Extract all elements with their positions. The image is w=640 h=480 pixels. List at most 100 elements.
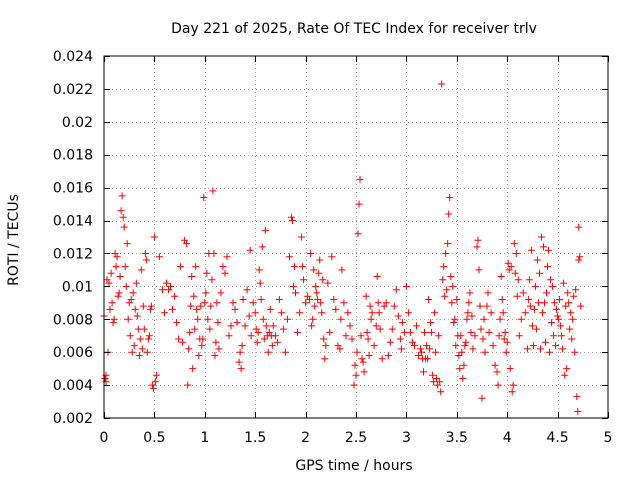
data-point — [357, 332, 365, 340]
data-point — [120, 223, 128, 231]
x-tick-label: 1 — [200, 430, 209, 446]
data-point — [511, 269, 519, 277]
data-point — [450, 319, 458, 327]
data-point — [338, 266, 346, 274]
data-point — [351, 361, 359, 369]
data-point — [406, 328, 414, 336]
data-point — [257, 296, 265, 303]
data-point — [116, 273, 124, 280]
y-tick-label: 0.018 — [53, 148, 93, 164]
data-point — [499, 309, 507, 317]
data-point — [237, 365, 245, 373]
data-point — [543, 289, 550, 297]
data-point — [513, 292, 521, 300]
data-point — [575, 256, 583, 264]
data-point — [530, 305, 538, 313]
data-point — [440, 263, 448, 271]
data-point — [298, 233, 306, 241]
data-point — [307, 250, 315, 257]
axis-ticks — [104, 56, 609, 419]
data-point — [275, 296, 283, 303]
data-point — [576, 253, 584, 261]
data-point — [485, 328, 493, 336]
data-point — [521, 309, 529, 317]
data-point — [438, 80, 446, 88]
data-point — [552, 342, 560, 350]
data-point — [577, 302, 585, 310]
data-point — [193, 305, 201, 313]
data-point — [495, 332, 503, 340]
y-tick-label: 0.024 — [53, 49, 93, 65]
data-point — [489, 342, 497, 350]
data-point — [451, 315, 459, 323]
data-point — [514, 276, 522, 284]
data-point — [317, 299, 325, 307]
data-point — [533, 256, 541, 264]
data-point — [191, 325, 199, 333]
data-point — [448, 299, 456, 307]
data-point — [144, 335, 152, 343]
data-point — [207, 302, 215, 310]
data-point — [192, 263, 200, 271]
data-point — [430, 378, 438, 386]
data-point — [113, 253, 121, 261]
data-point — [145, 332, 153, 340]
data-point — [402, 282, 410, 290]
data-point — [392, 286, 400, 294]
data-point — [465, 299, 473, 307]
data-point — [289, 217, 296, 224]
data-point — [340, 299, 348, 307]
data-point — [133, 312, 141, 320]
data-point — [439, 276, 447, 284]
data-point — [436, 378, 444, 386]
data-point — [247, 332, 255, 340]
data-point — [132, 279, 140, 287]
data-point — [417, 345, 424, 353]
y-tick-label: 0.016 — [53, 181, 93, 197]
data-point — [544, 263, 551, 271]
data-point — [262, 322, 270, 330]
data-point — [107, 269, 115, 277]
data-point — [112, 263, 120, 271]
data-point — [315, 269, 323, 277]
data-point — [561, 371, 569, 379]
data-point — [481, 348, 489, 356]
data-point — [108, 299, 116, 307]
data-point — [171, 292, 179, 300]
data-point — [147, 302, 155, 310]
y-tick-label: 0.02 — [62, 115, 93, 131]
data-point — [556, 296, 564, 303]
data-point — [299, 263, 307, 271]
data-point — [296, 309, 304, 317]
data-point — [200, 194, 208, 201]
data-point — [344, 309, 352, 317]
data-point — [548, 319, 556, 327]
data-point — [567, 309, 575, 317]
data-point — [260, 335, 268, 343]
data-point — [441, 292, 449, 300]
data-point — [311, 302, 319, 310]
y-tick-label: 0.012 — [53, 246, 93, 262]
data-point — [221, 269, 229, 277]
data-point — [512, 250, 520, 257]
data-point — [562, 302, 570, 310]
data-point — [151, 378, 159, 386]
data-point — [105, 279, 113, 287]
data-point — [291, 263, 298, 271]
data-point — [109, 319, 117, 327]
data-point — [217, 289, 225, 297]
x-tick-label: 5 — [604, 430, 613, 446]
data-point — [555, 315, 563, 323]
data-point — [225, 332, 233, 340]
data-point — [508, 388, 516, 396]
data-point — [119, 213, 127, 221]
data-point — [128, 348, 136, 356]
data-point — [246, 246, 254, 254]
data-point — [464, 309, 472, 317]
data-point — [185, 345, 193, 353]
data-point — [394, 312, 402, 320]
data-point — [245, 312, 253, 320]
data-point — [447, 273, 455, 280]
data-point — [264, 348, 272, 356]
data-point — [534, 299, 542, 307]
